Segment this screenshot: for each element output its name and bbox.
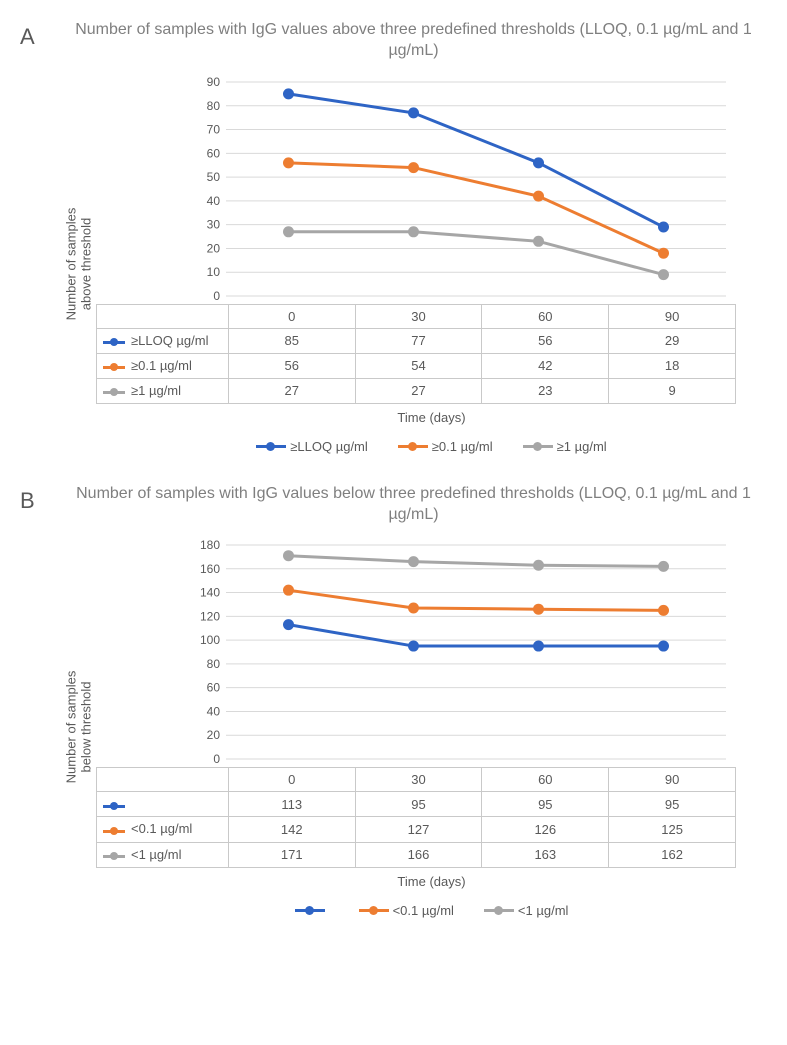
- data-table-a: 0306090≥LLOQ µg/ml85775629≥0.1 µg/ml5654…: [96, 304, 736, 404]
- table-cell: 95: [482, 792, 609, 817]
- panel-b: B Number of samples with IgG values belo…: [20, 484, 767, 918]
- plot-area-a: 0102030405060708090 0306090≥LLOQ µg/ml85…: [96, 74, 767, 454]
- table-cell: 23: [482, 378, 609, 403]
- table-header-cell: 60: [482, 768, 609, 792]
- svg-text:90: 90: [207, 75, 221, 89]
- table-row: ≥LLOQ µg/ml85775629: [97, 328, 736, 353]
- svg-text:120: 120: [200, 610, 220, 624]
- table-row: 113959595: [97, 792, 736, 817]
- table-cell: 27: [355, 378, 482, 403]
- table-header-row: 0306090: [97, 304, 736, 328]
- line-chart-a: 0 10 20 30 40 50 60 70 80 90: [96, 74, 736, 304]
- table-cell: 127: [355, 817, 482, 842]
- legend-label: ≥LLOQ µg/ml: [290, 439, 367, 454]
- svg-text:60: 60: [207, 146, 221, 160]
- svg-text:50: 50: [207, 170, 221, 184]
- table-empty-corner: [97, 768, 229, 792]
- table-cell: 77: [355, 328, 482, 353]
- table-row: ≥1 µg/ml2727239: [97, 378, 736, 403]
- table-cell: 42: [482, 353, 609, 378]
- table-series-label: ≥0.1 µg/ml: [97, 353, 229, 378]
- table-cell: 125: [609, 817, 736, 842]
- svg-text:60: 60: [207, 681, 221, 695]
- legend-label: <0.1 µg/ml: [393, 903, 454, 918]
- table-header-row: 0306090: [97, 768, 736, 792]
- x-axis-label-b: Time (days): [96, 874, 767, 889]
- table-cell: 27: [228, 378, 355, 403]
- svg-text:10: 10: [207, 265, 221, 279]
- svg-text:20: 20: [207, 729, 221, 743]
- svg-text:20: 20: [207, 241, 221, 255]
- table-cell: 56: [482, 328, 609, 353]
- panel-letter-b: B: [20, 484, 60, 514]
- table-series-label: ≥1 µg/ml: [97, 378, 229, 403]
- legend-item: [295, 903, 329, 918]
- table-cell: 142: [228, 817, 355, 842]
- table-series-label: [97, 792, 229, 817]
- table-cell: 162: [609, 842, 736, 867]
- table-cell: 113: [228, 792, 355, 817]
- table-cell: 95: [355, 792, 482, 817]
- y-axis-label-a: Number of samplesabove threshold: [63, 207, 93, 320]
- table-series-label: ≥LLOQ µg/ml: [97, 328, 229, 353]
- table-header-cell: 0: [228, 304, 355, 328]
- table-series-label: <0.1 µg/ml: [97, 817, 229, 842]
- legend-a: ≥LLOQ µg/ml ≥0.1 µg/ml ≥1 µg/ml: [96, 439, 767, 454]
- legend-item: ≥0.1 µg/ml: [398, 439, 493, 454]
- table-cell: 9: [609, 378, 736, 403]
- svg-text:40: 40: [207, 705, 221, 719]
- table-cell: 29: [609, 328, 736, 353]
- legend-label: <1 µg/ml: [518, 903, 568, 918]
- table-cell: 126: [482, 817, 609, 842]
- legend-item: ≥1 µg/ml: [523, 439, 607, 454]
- svg-text:0: 0: [213, 289, 220, 303]
- svg-text:80: 80: [207, 657, 221, 671]
- table-series-label: <1 µg/ml: [97, 842, 229, 867]
- svg-text:70: 70: [207, 122, 221, 136]
- table-cell: 171: [228, 842, 355, 867]
- table-cell: 56: [228, 353, 355, 378]
- table-cell: 18: [609, 353, 736, 378]
- svg-text:160: 160: [200, 562, 220, 576]
- table-header-cell: 30: [355, 304, 482, 328]
- data-table-b: 0306090113959595<0.1 µg/ml142127126125<1…: [96, 767, 736, 867]
- panel-letter-a: A: [20, 20, 60, 50]
- table-header-cell: 90: [609, 304, 736, 328]
- table-cell: 166: [355, 842, 482, 867]
- legend-label: ≥0.1 µg/ml: [432, 439, 493, 454]
- table-header-cell: 60: [482, 304, 609, 328]
- table-header-cell: 90: [609, 768, 736, 792]
- table-cell: 85: [228, 328, 355, 353]
- legend-label: ≥1 µg/ml: [557, 439, 607, 454]
- chart-title-a: Number of samples with IgG values above …: [60, 20, 767, 62]
- legend-b: <0.1 µg/ml <1 µg/ml: [96, 903, 767, 918]
- svg-text:100: 100: [200, 633, 220, 647]
- svg-text:0: 0: [213, 752, 220, 766]
- table-empty-corner: [97, 304, 229, 328]
- chart-title-b: Number of samples with IgG values below …: [60, 484, 767, 526]
- svg-text:180: 180: [200, 538, 220, 552]
- svg-text:30: 30: [207, 217, 221, 231]
- panel-a: A Number of samples with IgG values abov…: [20, 20, 767, 454]
- table-cell: 95: [609, 792, 736, 817]
- y-axis-label-b: Number of samplesbelow threshold: [63, 671, 93, 784]
- legend-item: ≥LLOQ µg/ml: [256, 439, 367, 454]
- table-row: <1 µg/ml171166163162: [97, 842, 736, 867]
- svg-text:40: 40: [207, 193, 221, 207]
- table-header-cell: 30: [355, 768, 482, 792]
- legend-item: <1 µg/ml: [484, 903, 568, 918]
- legend-item: <0.1 µg/ml: [359, 903, 454, 918]
- table-row: ≥0.1 µg/ml56544218: [97, 353, 736, 378]
- table-header-cell: 0: [228, 768, 355, 792]
- svg-text:140: 140: [200, 586, 220, 600]
- x-axis-label-a: Time (days): [96, 410, 767, 425]
- table-cell: 54: [355, 353, 482, 378]
- svg-text:80: 80: [207, 98, 221, 112]
- table-cell: 163: [482, 842, 609, 867]
- table-row: <0.1 µg/ml142127126125: [97, 817, 736, 842]
- line-chart-b: 0 20 40 60 80 100 120 140 160 180: [96, 537, 736, 767]
- plot-area-b: 020406080100120140160180 030609011395959…: [96, 537, 767, 917]
